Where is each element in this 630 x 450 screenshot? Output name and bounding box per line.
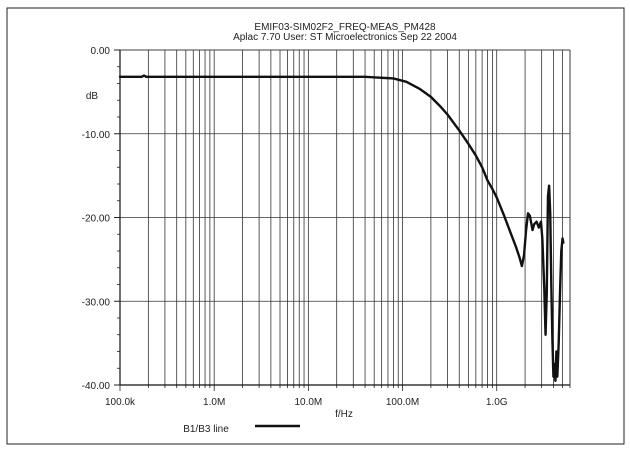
x-tick-label: 10.0M	[294, 397, 322, 408]
tick-layer: 0.00 -10.00 -20.00 -30.00 -40.00 100.0k 1.0M 10…	[82, 46, 571, 408]
series-layer	[118, 74, 565, 383]
x-axis-label: f/Hz	[335, 409, 353, 420]
figure-frame	[6, 7, 625, 445]
chart-subtitle: Aplac 7.70 User: ST Microelectronics Sep…	[233, 32, 457, 43]
x-tick-label: 100.0M	[386, 397, 419, 408]
legend: B1/B3 line	[183, 424, 300, 435]
grid-layer	[119, 49, 571, 386]
y-tick-label: -20.00	[82, 214, 111, 225]
y-tick-label: -10.00	[82, 130, 111, 141]
series-line-1	[118, 74, 565, 383]
x-tick-label: 100.0k	[105, 397, 136, 408]
x-tick-label: 1.0G	[486, 397, 508, 408]
y-axis-label: dB	[86, 91, 99, 102]
y-tick-label: -40.00	[82, 381, 111, 392]
y-tick-label: 0.00	[91, 46, 111, 57]
x-tick-label: 1.0M	[203, 397, 225, 408]
y-tick-label: -30.00	[82, 297, 111, 308]
legend-label: B1/B3 line	[183, 424, 229, 435]
chart-title: EMIF03-SIM02F2_FREQ-MEAS_PM428	[254, 22, 436, 33]
